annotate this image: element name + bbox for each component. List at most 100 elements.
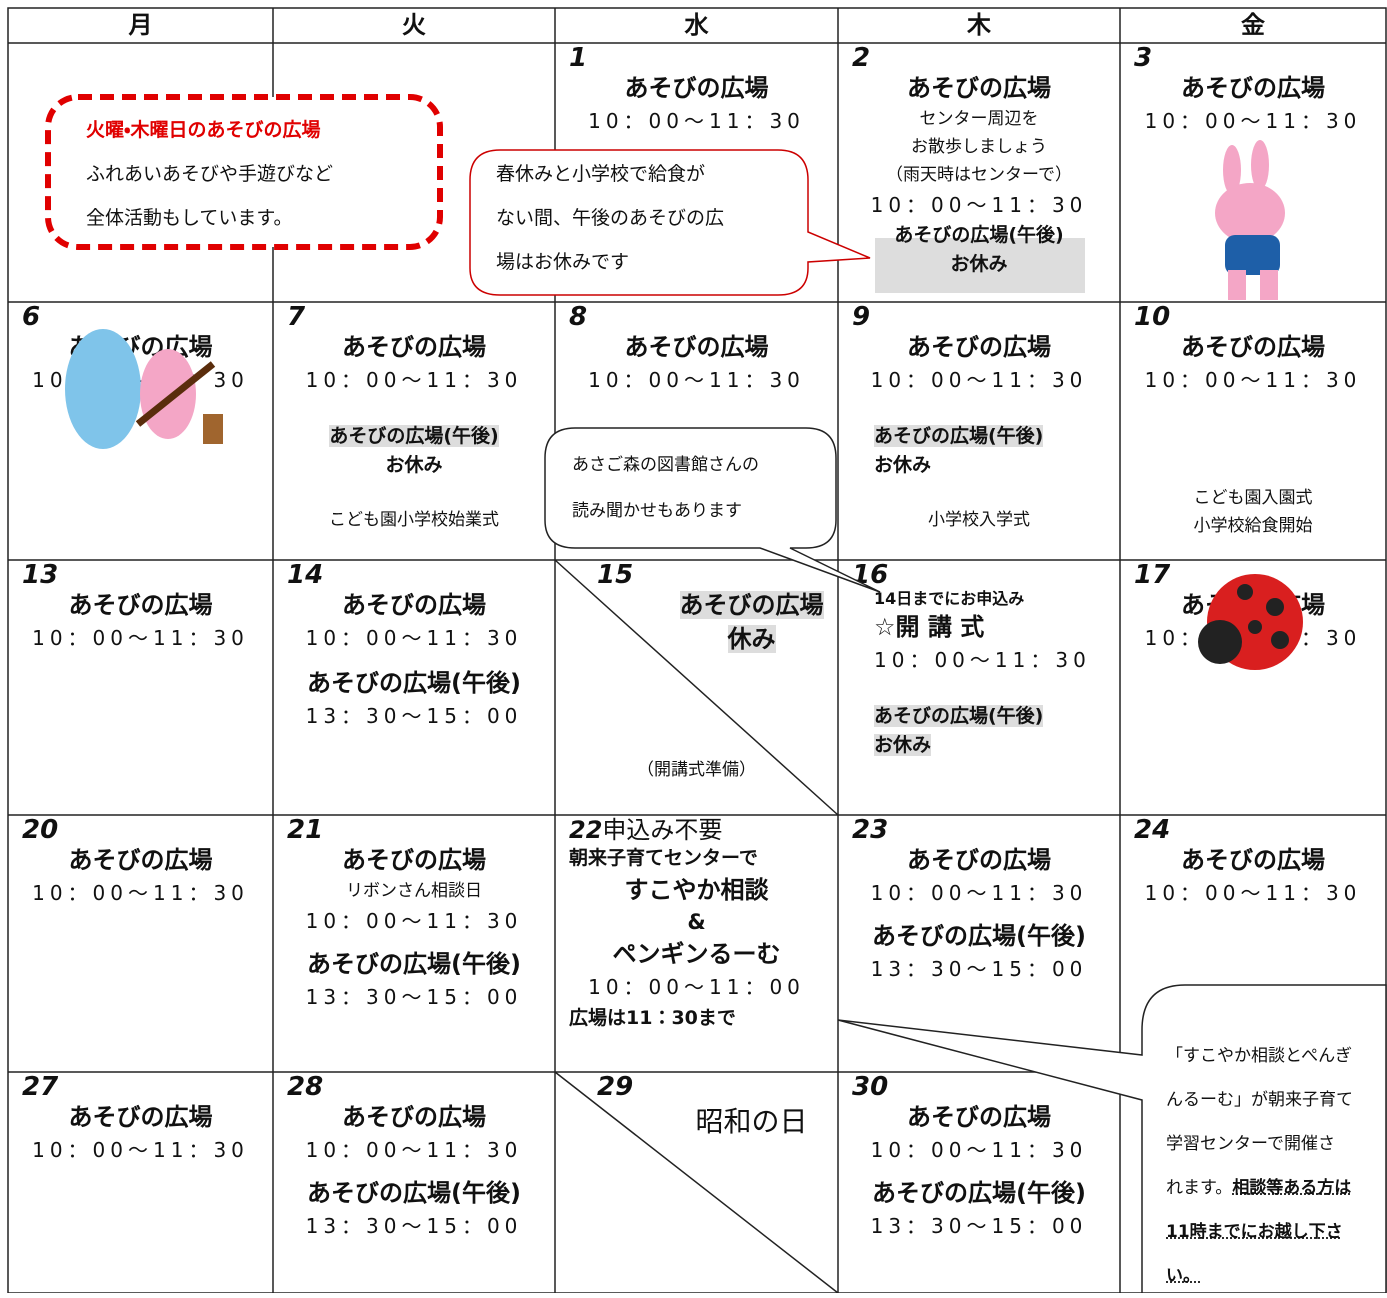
bubble-text: 春休みと小学校で給食が [496,163,706,185]
time: 10：00～11：30 [32,1138,249,1162]
day-cell: 1 あそびの広場 10：00～11：30 [555,45,838,302]
pm-event: あそびの広場(午後) [874,705,1044,727]
info-title: 火曜・木曜日のあそびの広場 [86,119,321,141]
day-cell: 23 あそびの広場 10：00～11：30 あそびの広場(午後) 13：30～15：00 [838,817,1120,1072]
pm-event: あそびの広場(午後) [874,425,1044,447]
speech-bubble: 「すこやか相談とぺんぎ んるーむ」が朝来子育て 学習センターで開催さ れます。相… [1166,1034,1353,1298]
time: 10：00～11：30 [588,368,805,392]
egg-illustration [65,329,223,449]
event: あそびの広場 [342,846,486,874]
date: 30 [852,1074,889,1102]
time: 10：00～11：30 [874,648,1091,672]
time: 13：30～15：00 [870,957,1088,981]
event: & [687,910,706,934]
note: 申込み不要 [602,817,723,844]
bubble-text: ない間、午後のあそびの広 [496,207,725,229]
note: （開講式準備） [637,760,756,780]
day-cell: 24 あそびの広場 10：00～11：30 [1120,817,1386,1072]
time: 10：00～11：30 [870,368,1088,392]
event: あそびの広場 [1181,333,1325,361]
bubble-text: 「すこやか相談とぺんぎ [1166,1046,1353,1066]
day-cell: 6あそびの広場10：00～11：30 [8,304,273,560]
day-cell: 22申込み不要朝来子育てセンターですこやか相談 & ペンギンるーむ 10：00～11：… [555,817,838,1072]
day-cell: 17あそびの広場10：00～11：30 [1120,562,1386,815]
pm-event: あそびの広場(午後) [329,425,499,447]
day-cell: 9 あそびの広場 10：00～11：30 あそびの広場(午後) お休み 小学校入学式 [838,304,1120,560]
day-cell: 21 あそびの広場 リボンさん相談日 10：00～11：30 あそびの広場(午後) 13：… [273,817,555,1072]
date: 7 [287,304,306,332]
speech-bubble: あさご森の図書館さんの 読み聞かせもあります [572,442,759,534]
event: あそびの広場 [907,846,1051,874]
date: 28 [287,1074,324,1102]
info-text: 全体活動もしています。 [86,207,293,229]
time: 10：00～11：30 [1144,881,1362,905]
date: 17 [1134,562,1171,590]
speech-bubble: 春休みと小学校で給食が ない間、午後のあそびの広 場はお休みです [496,152,724,284]
time: 10：00～11：30 [588,109,805,133]
date: 9 [852,304,871,332]
bubble-text: 学習センターで開催さ [1166,1134,1335,1154]
date: 22 [569,817,603,844]
event: あそびの広場 [624,74,769,102]
day-cell: 13 あそびの広場 10：00～11：30 [8,562,273,815]
event: あそびの広場 [679,591,824,619]
note: 小学校給食開始 [1193,516,1313,536]
event: あそびの広場 [342,591,486,619]
event: あそびの広場 [907,1103,1051,1131]
note: （雨天時はセンターで） [886,165,1072,185]
info-text: ふれあいあそびや手遊びなど [86,163,334,185]
ladybug-illustration [1198,574,1303,670]
time: 10：00～11：30 [870,881,1088,905]
time: 10：00～11：00 [588,975,805,999]
date: 3 [1134,45,1153,73]
date: 10 [1134,304,1171,332]
time: 10：00～11：30 [1144,368,1362,392]
date: 27 [22,1074,59,1102]
note: 14日までにお申込み [874,589,1025,608]
event: すこやか相談 [624,876,769,904]
note: 広場は11：30まで [569,1007,736,1029]
note: こども園入園式 [1193,488,1313,508]
bubble-text: れます。 [1166,1178,1233,1198]
event: ☆開 講 式 [874,613,985,641]
weekday: 水 [684,11,709,39]
note: センター周辺を [919,109,1039,129]
time: 10：00～11：30 [305,909,523,933]
weekday: 月 [128,11,153,39]
event: あそびの広場 [907,333,1051,361]
weekday: 火 [402,11,426,39]
date: 1 [569,45,588,73]
event: あそびの広場 [68,591,213,619]
pm-status: お休み [874,734,932,756]
bubble-text: んるーむ」が朝来子育て [1166,1090,1353,1110]
day-cell: 16 14日までにお申込み ☆開 講 式 10：00～11：30 あそびの広場(午後) お… [838,562,1120,815]
info-box: 火曜・木曜日のあそびの広場 ふれあいあそびや手遊びなど 全体活動もしています。 [86,108,333,240]
note: こども園小学校始業式 [329,510,499,530]
day-cell: 10 あそびの広場 10：00～11：30 こども園入園式 小学校給食開始 [1120,304,1386,560]
time: 13：30～15：00 [305,1214,523,1238]
bubble-text: あさご森の図書館さんの [572,455,759,475]
day-cell: 27 あそびの広場 10：00～11：30 [8,1074,273,1293]
time: 10：00～11：30 [870,1138,1088,1162]
time: 13：30～15：00 [305,985,523,1009]
bubble-emphasis: 相談等ある方は [1232,1178,1352,1198]
pm-status: お休み [950,253,1008,275]
pm-event: あそびの広場(午後) [872,1179,1086,1207]
day-cell: 30 あそびの広場 10：00～11：30 あそびの広場(午後) 13：30～15：00 [838,1074,1120,1293]
event: あそびの広場 [1181,846,1325,874]
event: あそびの広場 [624,333,769,361]
time: 10：00～11：30 [1144,109,1362,133]
place: 朝来子育てセンターで [569,847,758,869]
time: 10：00～11：30 [305,368,523,392]
date: 21 [287,817,324,845]
note: 小学校入学式 [928,510,1030,530]
day-cell: 20 あそびの広場 10：00～11：30 [8,817,273,1072]
day-cell: 2 あそびの広場 センター周辺を お散歩しましょう （雨天時はセンターで） 10：00～1… [838,45,1120,302]
time: 10：00～11：30 [870,193,1088,217]
time: 10：00～11：30 [32,881,249,905]
day-cell: 7 あそびの広場 10：00～11：30 あそびの広場(午後) お休み こども園小学校始業… [273,304,555,560]
event: ペンギンるーむ [612,940,781,968]
day-cell: 29 昭和の日 [555,1074,838,1293]
